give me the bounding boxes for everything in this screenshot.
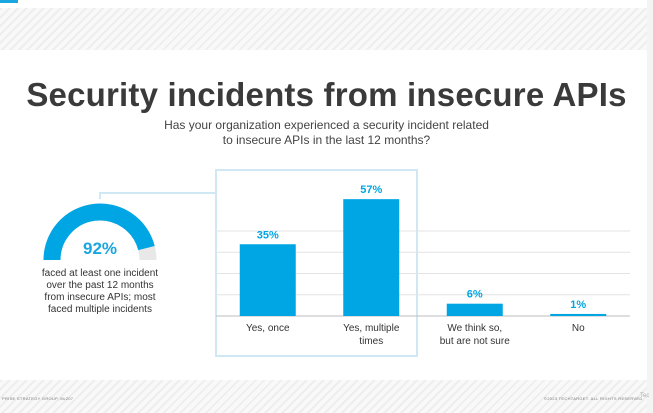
chart-title: Security incidents from insecure APIs [26,76,627,113]
category-label: Yes, multiple [343,323,400,334]
category-label: We think so, [447,323,502,334]
data-label: 1% [570,299,586,311]
category-label: No [572,323,585,334]
gauge [40,200,160,264]
right-edge [647,0,653,413]
gauge-fill [43,203,155,261]
data-label: 35% [257,229,279,241]
subtitle-line-1: Has your organization experienced a secu… [164,118,489,132]
footer-stripe [0,380,653,413]
footer-mark: Tec [640,393,650,399]
bar [550,313,607,316]
subtitle-line-2: to insecure APIs in the last 12 months? [222,133,431,147]
bar [343,199,400,316]
gauge-svg [43,203,157,261]
category-label: Yes, once [246,323,290,334]
data-label: 57% [360,184,382,196]
category-label: times [359,336,383,347]
bar [239,244,296,316]
gauge-description: faced at least one incident over the pas… [41,268,159,315]
gauge-value: 92% [82,239,118,258]
bar [446,303,503,316]
category-label: but are not sure [440,336,510,347]
header-stripe [0,8,653,50]
top-accent [0,0,18,3]
footer-copyright: ©2023 TECHTARGET. ALL RIGHTS RESERVED [544,396,643,401]
footer-source: PRISE STRATEGY GROUP, M•207 [2,396,74,401]
chart-subtitle: Has your organization experienced a secu… [0,118,653,148]
highlight-connector [99,192,216,199]
highlight-box [215,169,418,357]
data-label: 6% [467,289,483,301]
